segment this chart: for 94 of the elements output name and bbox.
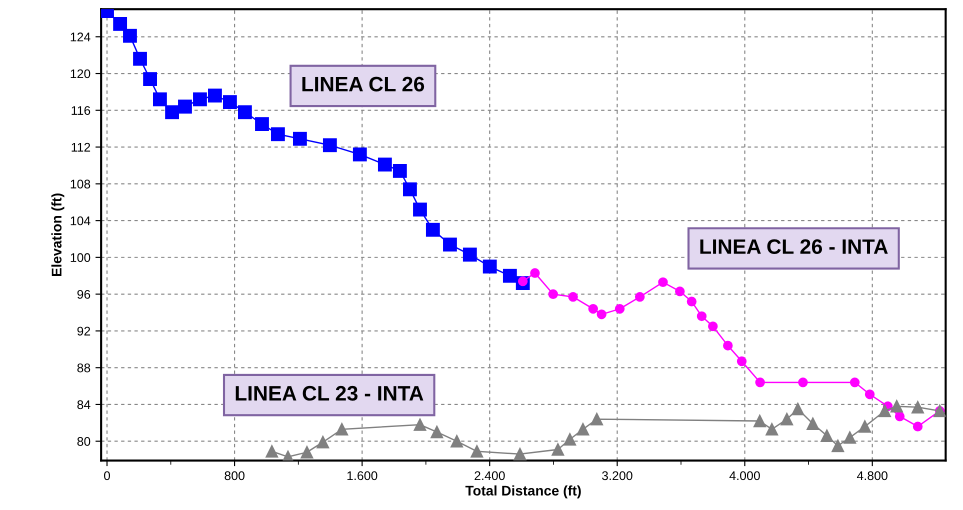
point (890, 400, 903, 413)
point (178, 100, 192, 114)
point (766, 423, 778, 436)
y-tick-label: 120 (70, 69, 90, 78)
y-tick-label: 104 (70, 216, 90, 226)
point (403, 182, 417, 196)
point (564, 433, 576, 446)
point (858, 420, 872, 433)
point (426, 222, 440, 237)
point (850, 378, 860, 388)
point (864, 389, 875, 400)
x-tick-label: 4.800 (856, 471, 888, 480)
y-tick-label: 96 (77, 290, 90, 299)
point (238, 105, 252, 120)
point (894, 412, 905, 422)
series-label: LINEA CL 26 - INTA (700, 239, 888, 254)
series-label: LINEA CL 23 - INTA (236, 386, 424, 401)
point (798, 378, 808, 388)
point (470, 445, 484, 458)
point (844, 431, 856, 444)
point (675, 286, 685, 296)
point (270, 127, 285, 142)
point (300, 446, 314, 459)
point (414, 418, 426, 431)
point (755, 378, 765, 388)
point (413, 202, 427, 217)
point (780, 412, 794, 426)
point (635, 292, 645, 302)
y-tick-label: 112 (72, 142, 90, 152)
point (143, 72, 158, 86)
x-tick-label: 3.200 (602, 471, 632, 480)
point (614, 304, 625, 314)
point (165, 105, 180, 120)
x-tick-label: 2.400 (474, 471, 505, 480)
point (878, 404, 892, 418)
point (322, 138, 337, 152)
y-tick-label: 80 (77, 437, 90, 446)
point (820, 429, 834, 442)
point (514, 448, 526, 460)
point (482, 260, 497, 274)
point (696, 311, 707, 322)
x-axis-title: Total Distance (ft) (465, 485, 581, 498)
point (292, 132, 307, 146)
y-axis-title: Elevation (ft) (51, 193, 64, 276)
point (590, 412, 604, 426)
x-tick-label: 800 (224, 471, 245, 480)
y-tick-label: 84 (77, 400, 90, 410)
point (378, 158, 392, 172)
point (736, 356, 747, 366)
point (792, 402, 804, 416)
point (588, 304, 598, 314)
point (723, 340, 733, 350)
point (255, 117, 269, 132)
point (548, 289, 558, 300)
point (208, 88, 222, 103)
point (153, 92, 167, 106)
y-tick-label: 124 (70, 32, 90, 42)
point (392, 164, 407, 178)
point (708, 321, 718, 332)
y-tick-label: 92 (77, 326, 90, 336)
point (754, 414, 766, 428)
x-tick-label: 0 (104, 471, 110, 480)
x-tick-label: 4.000 (729, 471, 760, 480)
y-tick-label: 88 (77, 363, 90, 372)
y-tick-label: 116 (72, 106, 90, 115)
point (502, 268, 517, 283)
point (462, 248, 477, 262)
point (430, 426, 444, 438)
point (123, 28, 137, 43)
point (316, 436, 330, 448)
point (658, 277, 668, 288)
point (113, 16, 128, 31)
point (832, 440, 844, 452)
x-tick-label: 1.600 (347, 471, 378, 480)
point (596, 310, 606, 320)
point (133, 52, 147, 66)
point (576, 423, 590, 436)
point (912, 422, 923, 432)
point (443, 238, 457, 252)
y-tick-label: 108 (70, 180, 90, 188)
point (222, 95, 237, 109)
point (450, 434, 464, 448)
point (530, 268, 540, 278)
point (552, 443, 564, 456)
y-tick-label: 100 (70, 253, 90, 262)
point (193, 92, 207, 106)
point (806, 418, 820, 430)
series-label: LINEA CL 26 (302, 76, 424, 92)
point (686, 296, 697, 306)
point (912, 400, 924, 414)
point (352, 147, 367, 162)
point (336, 423, 348, 436)
point (266, 445, 278, 458)
point (568, 292, 578, 302)
